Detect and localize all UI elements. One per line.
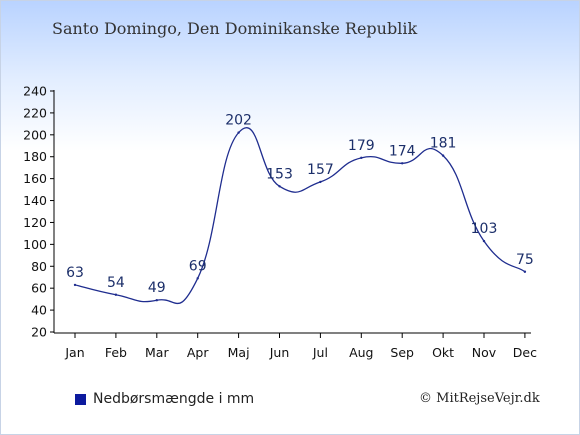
data-label: 174 (389, 143, 416, 159)
y-tick-label: 140 (23, 193, 47, 208)
x-tick-label: Aug (349, 345, 373, 360)
data-point (523, 270, 527, 273)
y-tick-label: 220 (23, 105, 47, 120)
y-tick-label: 180 (23, 149, 47, 164)
data-point (360, 156, 363, 160)
x-tick-label: Apr (187, 345, 209, 360)
x-tick-label: Jul (312, 345, 328, 360)
data-point (196, 277, 199, 280)
x-tick-label: Sep (390, 345, 414, 360)
x-tick-label: Jan (64, 345, 84, 360)
data-point (114, 293, 118, 296)
data-point (441, 154, 445, 157)
y-tick-label: 100 (23, 237, 47, 252)
legend-label: Nedbørsmængde i mm (93, 391, 255, 407)
data-point (319, 180, 322, 184)
y-tick-label: 120 (23, 215, 47, 230)
chart-location-title: Santo Domingo, Den Dominikanske Republik (52, 19, 418, 38)
x-tick-label: Nov (472, 345, 497, 360)
data-point (278, 185, 281, 188)
data-label: 75 (516, 252, 534, 268)
data-label: 153 (266, 166, 293, 182)
x-tick-label: Jun (269, 345, 290, 360)
data-label: 157 (307, 162, 334, 178)
y-tick-label: 20 (31, 325, 47, 340)
x-tick-label: Mar (145, 345, 169, 360)
data-label: 179 (348, 138, 375, 154)
x-tick-label: Feb (105, 345, 127, 360)
legend-swatch (75, 393, 86, 405)
y-tick-label: 200 (23, 127, 47, 142)
data-label: 202 (225, 113, 252, 129)
data-point (73, 283, 77, 287)
legend: Nedbørsmængde i mm (75, 391, 254, 407)
data-label: 49 (148, 280, 166, 296)
x-tick-label: Dec (513, 345, 537, 360)
x-tick-label: Maj (228, 345, 250, 360)
data-point (482, 239, 486, 243)
x-tick-label: Okt (432, 345, 454, 360)
data-label: 54 (107, 275, 125, 291)
data-point (401, 162, 404, 165)
y-tick-label: 60 (31, 281, 47, 296)
copyright-text: © MitRejseVejr.dk (419, 391, 540, 406)
data-point (237, 131, 240, 134)
y-tick-label: 240 (23, 84, 47, 99)
data-label: 181 (430, 136, 457, 152)
data-label: 63 (66, 265, 84, 281)
data-label: 69 (189, 258, 207, 274)
data-point (155, 299, 158, 302)
y-tick-label: 40 (31, 303, 47, 318)
precipitation-line (74, 127, 526, 305)
y-tick-label: 80 (31, 259, 47, 274)
data-label: 103 (471, 221, 498, 237)
y-tick-label: 160 (23, 171, 47, 186)
